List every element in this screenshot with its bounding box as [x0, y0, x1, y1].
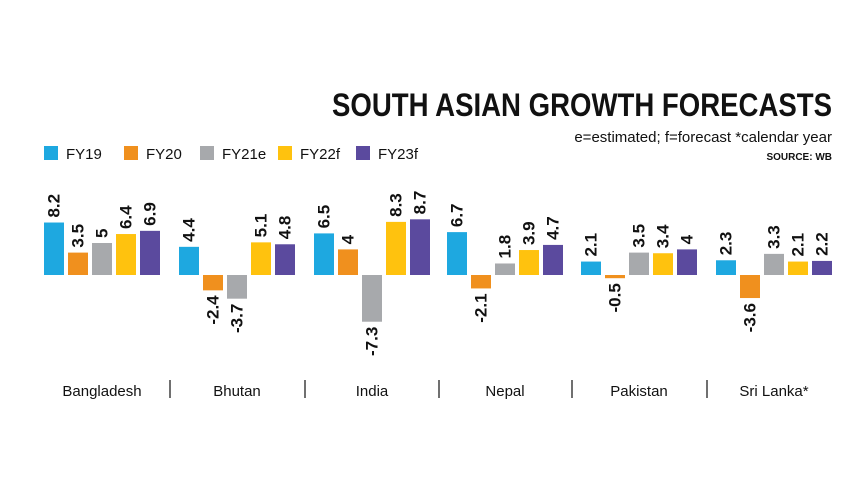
bar-sri-lanka-fy22f — [788, 261, 808, 275]
legend-label-fy21e: FY21e — [222, 146, 266, 163]
value-label-bhutan-fy23f: 4.8 — [276, 216, 295, 240]
value-label-sri-lanka-fy23f: 2.2 — [813, 232, 832, 256]
bar-nepal-fy20 — [471, 275, 491, 289]
bar-bhutan-fy23f — [275, 244, 295, 275]
value-label-bhutan-fy20: -2.4 — [204, 295, 223, 325]
value-label-india-fy23f: 8.7 — [411, 191, 430, 215]
value-label-sri-lanka-fy21e: 3.3 — [765, 225, 784, 249]
bar-nepal-fy23f — [543, 244, 563, 275]
value-label-bhutan-fy19: 4.4 — [180, 218, 199, 242]
bar-nepal-fy22f — [519, 250, 539, 275]
legend-swatch-fy22f — [278, 146, 292, 160]
bar-bangladesh-fy23f — [140, 230, 160, 275]
source-label: SOURCE: WB — [766, 152, 832, 163]
value-label-pakistan-fy19: 2.1 — [582, 233, 601, 257]
category-label-sri-lanka: Sri Lanka* — [739, 383, 808, 400]
value-label-nepal-fy23f: 4.7 — [544, 216, 563, 240]
bar-bhutan-fy20 — [203, 275, 223, 291]
value-label-pakistan-fy22f: 3.4 — [654, 224, 673, 248]
chart-title: SOUTH ASIAN GROWTH FORECASTS — [332, 87, 832, 123]
value-label-nepal-fy20: -2.1 — [472, 293, 491, 322]
bar-nepal-fy19 — [447, 232, 467, 275]
legend-label-fy23f: FY23f — [378, 146, 419, 163]
bar-india-fy22f — [386, 221, 406, 275]
legend-label-fy22f: FY22f — [300, 146, 341, 163]
value-label-nepal-fy21e: 1.8 — [496, 235, 515, 259]
bar-sri-lanka-fy20 — [740, 275, 760, 299]
value-label-bhutan-fy22f: 5.1 — [252, 214, 271, 238]
bar-bangladesh-fy20 — [68, 252, 88, 275]
bar-pakistan-fy22f — [653, 253, 673, 275]
value-label-pakistan-fy20: -0.5 — [606, 283, 625, 312]
legend-swatch-fy19 — [44, 146, 58, 160]
value-label-sri-lanka-fy22f: 2.1 — [789, 233, 808, 257]
bar-pakistan-fy21e — [629, 252, 649, 275]
value-label-bangladesh-fy20: 3.5 — [69, 224, 88, 248]
chart-header: SOUTH ASIAN GROWTH FORECASTS e=estimated… — [332, 87, 832, 163]
legend-label-fy19: FY19 — [66, 146, 102, 163]
legend-swatch-fy20 — [124, 146, 138, 160]
bar-india-fy21e — [362, 275, 382, 322]
legend-swatch-fy23f — [356, 146, 370, 160]
bar-sri-lanka-fy19 — [716, 260, 736, 275]
value-label-nepal-fy19: 6.7 — [448, 203, 467, 227]
value-label-bangladesh-fy22f: 6.4 — [117, 205, 136, 229]
value-label-bangladesh-fy23f: 6.9 — [141, 202, 160, 226]
value-label-group: 8.2 3.5 5 6.4 6.9 4.4 -2.4 -3.7 5.1 4.8 6.5 4 -7.3 8.… — [45, 191, 832, 356]
bar-bhutan-fy19 — [179, 246, 199, 275]
bar-group — [44, 219, 832, 322]
chart-note: e=estimated; f=forecast *calendar year — [574, 129, 832, 146]
bar-india-fy19 — [314, 233, 334, 275]
value-label-bhutan-fy21e: -3.7 — [228, 304, 247, 333]
bar-bhutan-fy22f — [251, 242, 271, 275]
category-label-india: India — [356, 383, 389, 400]
category-label-bhutan: Bhutan — [213, 383, 261, 400]
value-label-sri-lanka-fy19: 2.3 — [717, 232, 736, 256]
bar-india-fy23f — [410, 219, 430, 275]
value-label-india-fy19: 6.5 — [315, 205, 334, 229]
bar-india-fy20 — [338, 249, 358, 275]
value-label-india-fy21e: -7.3 — [363, 327, 382, 356]
bar-sri-lanka-fy21e — [764, 253, 784, 275]
bar-pakistan-fy23f — [677, 249, 697, 275]
bar-bhutan-fy21e — [227, 275, 247, 299]
value-label-bangladesh-fy19: 8.2 — [45, 194, 64, 218]
legend-label-fy20: FY20 — [146, 146, 182, 163]
category-label-pakistan: Pakistan — [610, 383, 668, 400]
bar-nepal-fy21e — [495, 263, 515, 275]
value-label-nepal-fy22f: 3.9 — [520, 221, 539, 245]
value-label-india-fy20: 4 — [339, 234, 358, 244]
value-label-india-fy22f: 8.3 — [387, 193, 406, 217]
value-label-pakistan-fy21e: 3.5 — [630, 224, 649, 248]
chart-legend: FY19 FY20 FY21e FY22f FY23f — [44, 146, 419, 163]
value-label-sri-lanka-fy20: -3.6 — [741, 303, 760, 332]
category-label-group: Bangladesh Bhutan India Nepal Pakistan Sri La… — [62, 380, 809, 400]
legend-swatch-fy21e — [200, 146, 214, 160]
category-label-bangladesh: Bangladesh — [62, 383, 141, 400]
value-label-pakistan-fy23f: 4 — [678, 234, 697, 244]
bar-pakistan-fy19 — [581, 261, 601, 275]
bar-sri-lanka-fy23f — [812, 260, 832, 275]
bar-pakistan-fy20 — [605, 275, 625, 279]
category-label-nepal: Nepal — [485, 383, 524, 400]
bar-bangladesh-fy21e — [92, 243, 112, 275]
bar-bangladesh-fy19 — [44, 222, 64, 275]
bar-bangladesh-fy22f — [116, 234, 136, 275]
value-label-bangladesh-fy21e: 5 — [93, 229, 112, 238]
